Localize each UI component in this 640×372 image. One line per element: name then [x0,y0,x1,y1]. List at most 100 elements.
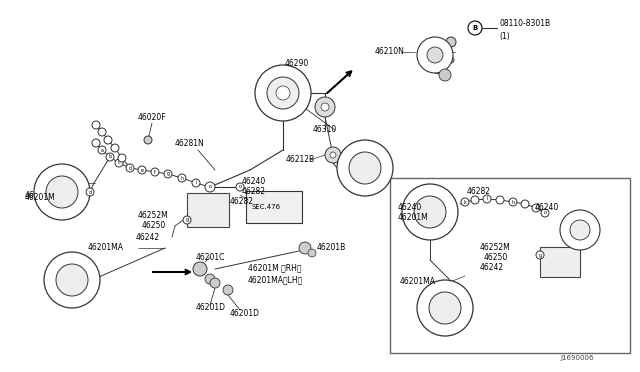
Text: 46201M: 46201M [398,214,429,222]
Text: k: k [463,199,467,205]
Circle shape [98,146,106,154]
Text: 46201MA: 46201MA [88,244,124,253]
Text: a: a [100,148,104,153]
Circle shape [483,195,491,203]
Text: 46240: 46240 [242,177,266,186]
Text: 46201D: 46201D [196,304,226,312]
FancyBboxPatch shape [187,193,229,227]
Circle shape [299,242,311,254]
Text: h: h [180,176,184,180]
Circle shape [446,37,456,47]
Circle shape [210,278,220,288]
Text: 46201D: 46201D [230,308,260,317]
Text: 46201M: 46201M [25,192,56,201]
Text: 46282: 46282 [242,187,266,196]
Circle shape [126,164,134,172]
Text: b: b [108,154,111,160]
Text: g: g [538,253,541,257]
Text: 46201B: 46201B [317,244,346,253]
Circle shape [115,159,123,167]
Text: 46212B: 46212B [286,155,315,164]
Circle shape [461,198,469,206]
Text: 46282: 46282 [467,187,491,196]
Text: 46252M: 46252M [480,244,511,253]
Circle shape [414,196,446,228]
Circle shape [496,196,504,204]
Text: 46250: 46250 [142,221,166,231]
Circle shape [521,200,529,208]
Circle shape [98,128,106,136]
Circle shape [468,21,482,35]
Circle shape [349,152,381,184]
Text: o: o [239,185,241,189]
Text: SEC.476: SEC.476 [252,204,281,210]
Text: g: g [186,218,189,222]
Text: 46201MA〈LH〉: 46201MA〈LH〉 [248,276,303,285]
Circle shape [144,136,152,144]
Text: 46201MA: 46201MA [400,278,436,286]
Circle shape [402,184,458,240]
Text: c: c [118,160,120,166]
Circle shape [448,57,454,63]
Text: d: d [88,189,92,195]
Text: 46240: 46240 [42,179,67,187]
Text: 08110-8301B: 08110-8301B [499,19,550,29]
Circle shape [541,209,549,217]
Text: d: d [129,166,132,170]
Text: 46240: 46240 [535,202,559,212]
Circle shape [223,285,233,295]
Text: 46201C: 46201C [196,253,225,262]
Text: 46210N: 46210N [375,48,405,57]
Circle shape [178,174,186,182]
Circle shape [267,77,299,109]
Circle shape [315,97,335,117]
Circle shape [255,65,311,121]
Text: 46252M: 46252M [138,211,169,219]
Circle shape [276,86,290,100]
FancyBboxPatch shape [246,191,302,223]
Circle shape [205,274,215,284]
Text: 46201M: 46201M [25,192,56,202]
Circle shape [337,140,393,196]
Text: 46020F: 46020F [138,112,166,122]
Text: i: i [535,205,537,211]
Circle shape [471,196,479,204]
Circle shape [34,164,90,220]
Circle shape [104,136,112,144]
Circle shape [86,188,94,196]
Circle shape [164,170,172,178]
Circle shape [509,198,517,206]
Text: 46290: 46290 [285,58,309,67]
Text: (1): (1) [499,32,509,41]
Text: J1690006: J1690006 [560,355,593,361]
Circle shape [111,144,119,152]
Circle shape [429,292,461,324]
Circle shape [236,183,244,191]
Circle shape [192,179,200,187]
Circle shape [106,153,114,161]
Circle shape [560,210,600,250]
Circle shape [321,103,329,111]
Circle shape [325,147,341,163]
Text: 46242: 46242 [136,232,160,241]
Text: f: f [154,170,156,174]
Circle shape [92,139,100,147]
Text: i: i [195,180,196,186]
Text: 46201M 〈RH〉: 46201M 〈RH〉 [248,263,301,273]
Circle shape [570,220,590,240]
Text: 46281N: 46281N [175,138,205,148]
Text: l: l [486,196,488,202]
Circle shape [56,264,88,296]
Circle shape [151,168,159,176]
Circle shape [439,69,451,81]
Circle shape [193,262,207,276]
Text: o: o [543,211,547,215]
Text: o: o [209,185,211,189]
Circle shape [536,251,544,259]
Text: B: B [472,25,477,31]
Circle shape [532,204,540,212]
Circle shape [417,280,473,336]
Circle shape [118,154,126,162]
Circle shape [417,37,453,73]
Text: 46310: 46310 [313,125,337,135]
